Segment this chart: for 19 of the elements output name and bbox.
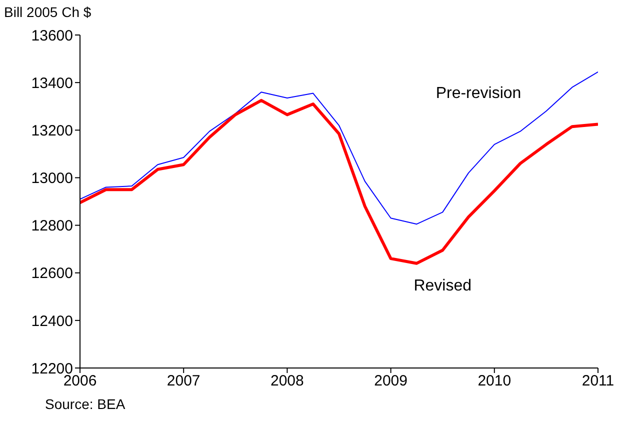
series-label: Revised [414,277,472,294]
x-tick-label: 2010 [478,372,512,390]
x-tick-label: 2006 [63,372,97,390]
y-tick-label: 13000 [31,170,73,188]
line-series [80,98,598,265]
series-label: Pre-revision [436,84,522,102]
line-series [80,71,598,225]
y-tick-label: 12800 [31,218,73,235]
y-tick-label: 13400 [31,74,73,92]
y-tick-label: 13600 [31,27,73,44]
y-tick-label: 12600 [31,265,73,282]
x-tick-label: 2008 [270,372,304,390]
y-tick-label: 12400 [31,312,73,330]
x-tick-label: 2009 [374,372,408,390]
y-tick-label: 13200 [31,122,73,140]
y-axis-title: Bill 2005 Ch $ [4,4,92,20]
x-tick-label: 2011 [582,372,614,390]
x-tick-label: 2007 [166,372,200,390]
source-note: Source: BEA [45,396,126,412]
